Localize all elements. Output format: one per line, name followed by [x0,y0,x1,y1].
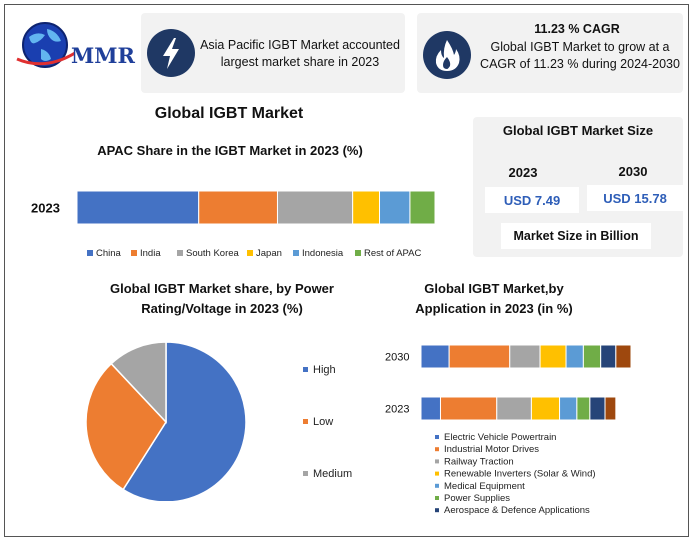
application-legend-swatch [435,483,439,488]
application-legend-label: Medical Equipment [444,481,525,492]
application-bar-segment [589,396,606,421]
apac-legend-swatch [131,250,137,256]
apac-bar-segment [276,190,354,225]
pie-legend-swatch [303,367,308,372]
cagr-text: Global IGBT Market to grow at a CAGR of … [480,40,680,71]
application-bar-segment [496,396,532,421]
application-legend-label: Aerospace & Defence Applications [444,505,590,516]
apac-bar-segment [198,190,278,225]
application-bar-segment [582,344,602,369]
application-bar-segment [509,344,541,369]
year-2023-label: 2023 [508,165,538,180]
size-2030-value: USD 15.78 [603,191,667,206]
application-bar-segment [615,344,632,369]
pie-legend-label: High [313,364,336,376]
size-footer-text: Market Size in Billion [513,229,639,243]
application-bar-segment [559,396,578,421]
application-legend-swatch [435,459,439,464]
application-bar-segment [565,344,584,369]
application-category-label: 2030 [385,352,409,364]
application-legend-swatch [435,496,439,500]
pie-chart-title: Global IGBT Market share, by Power Ratin… [110,281,334,316]
pie-legend-swatch [303,419,308,424]
info-panel-cagr: 11.23 % CAGR Global IGBT Market to grow … [417,13,683,93]
apac-legend-swatch [177,250,183,256]
application-bar-segment [539,344,567,369]
apac-legend-swatch [293,250,299,256]
apac-bar-segment [76,190,200,225]
application-chart-title: Global IGBT Market,by Application in 202… [415,281,573,316]
apac-share-chart: 2023 China India South Korea Japan Indonesia R… [31,190,436,259]
application-category-label: 2023 [385,404,409,416]
lightning-bolt-icon [147,29,195,77]
pie-legend-label: Low [313,416,333,428]
apac-category-label: 2023 [31,201,60,216]
market-size-title: Global IGBT Market Size [502,123,654,138]
apac-bar-segment [409,190,436,225]
market-size-panel: Global IGBT Market Size 2023 2030 USD 7.… [473,117,683,257]
application-bar-segment [420,396,441,421]
size-2030-box: USD 15.78 [587,185,683,211]
application-bar-segment [576,396,591,421]
size-footer-box: Market Size in Billion [501,223,651,249]
power-rating-pie-chart: High Low Medium [85,341,352,501]
globe-icon [16,22,75,68]
application-bar-segment [448,344,511,369]
size-2023-box: USD 7.49 [485,187,579,213]
apac-legend-label: South Korea [186,248,240,259]
application-legend-swatch [435,471,439,476]
info-panel-apac: Asia Pacific IGBT Market accounted large… [141,13,405,93]
application-legend-label: Railway Traction [444,456,514,467]
application-bar-segment [530,396,561,421]
application-bar-segment [600,344,617,369]
year-2030-label: 2030 [618,164,648,179]
apac-legend-swatch [355,250,361,256]
application-legend-label: Renewable Inverters (Solar & Wind) [444,469,596,480]
pie-slice [110,341,167,424]
apac-legend-label: Japan [256,248,282,259]
apac-bar-segment [379,190,411,225]
application-legend-label: Power Supplies [444,493,510,504]
application-legend-swatch [435,435,439,439]
apac-legend-swatch [247,250,253,256]
cagr-title: 11.23 % CAGR [534,22,620,36]
apac-chart-title: APAC Share in the IGBT Market in 2023 (%… [97,143,363,158]
apac-bar-segment [352,190,381,225]
apac-legend-label: China [96,248,122,259]
pie-slice [122,341,247,501]
application-chart: 2030 2023 Electric Vehicle PowertrainIndus… [385,344,632,516]
apac-legend-label: India [140,248,161,259]
application-bar-segment [420,344,450,369]
apac-legend-label: Rest of APAC [364,248,422,259]
pie-legend-swatch [303,471,308,476]
brand-logo: MMR [15,19,140,79]
main-title: Global IGBT Market [154,105,304,122]
application-legend-swatch [435,508,439,513]
application-legend-label: Industrial Motor Drives [444,444,539,455]
flame-icon [423,31,471,79]
application-bar-segment [439,396,498,421]
application-bar-segment [604,396,617,421]
size-2023-value: USD 7.49 [503,193,561,208]
pie-legend-label: Medium [313,468,352,480]
pie-slice [85,362,167,491]
application-legend-label: Electric Vehicle Powertrain [444,432,556,443]
info-apac-text: Asia Pacific IGBT Market accounted large… [200,38,400,69]
apac-legend-swatch [87,250,93,256]
application-legend-swatch [435,447,439,452]
logo-text: MMR [71,43,135,68]
apac-legend-label: Indonesia [302,248,344,259]
infographic-frame: MMR Asia Pacific IGBT Market accounted l… [4,4,689,537]
